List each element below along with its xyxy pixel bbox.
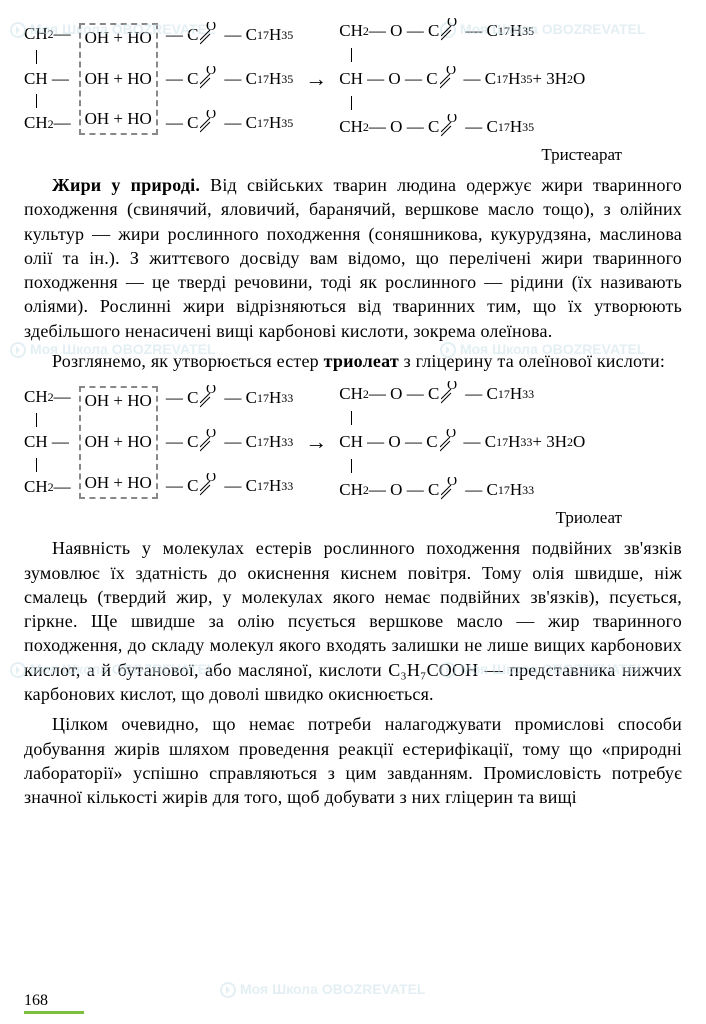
paragraph-double-bonds: Наявність у молекулах естерів рослинного… (24, 536, 682, 706)
paragraph-trioleate-intro: Розглянемо, як утворюється естер триолеа… (24, 349, 682, 373)
reaction-arrow-icon: → (305, 427, 327, 457)
paragraph-industry: Цілком очевидно, що немає потреби налаго… (24, 712, 682, 809)
page-underline (24, 1011, 84, 1014)
heading-fats-nature: Жири у природі. (52, 175, 200, 195)
paragraph-fats-nature: Жири у природі. Від свійських тварин люд… (24, 173, 682, 343)
reaction-arrow-icon: → (305, 64, 327, 94)
reaction-tristearate: CH2— CH — CH2— OH + HO OH + HO OH + HO —… (24, 18, 682, 140)
page-number: 168 (24, 990, 48, 1012)
reaction-trioleate: CH2— CH — CH2— OH + HO OH + HO OH + HO —… (24, 381, 682, 503)
caption-tristearate: Тристеарат (24, 144, 622, 167)
caption-trioleate: Триолеат (24, 507, 622, 530)
watermark: Моя Школа OBOZREVATEL (220, 980, 425, 999)
